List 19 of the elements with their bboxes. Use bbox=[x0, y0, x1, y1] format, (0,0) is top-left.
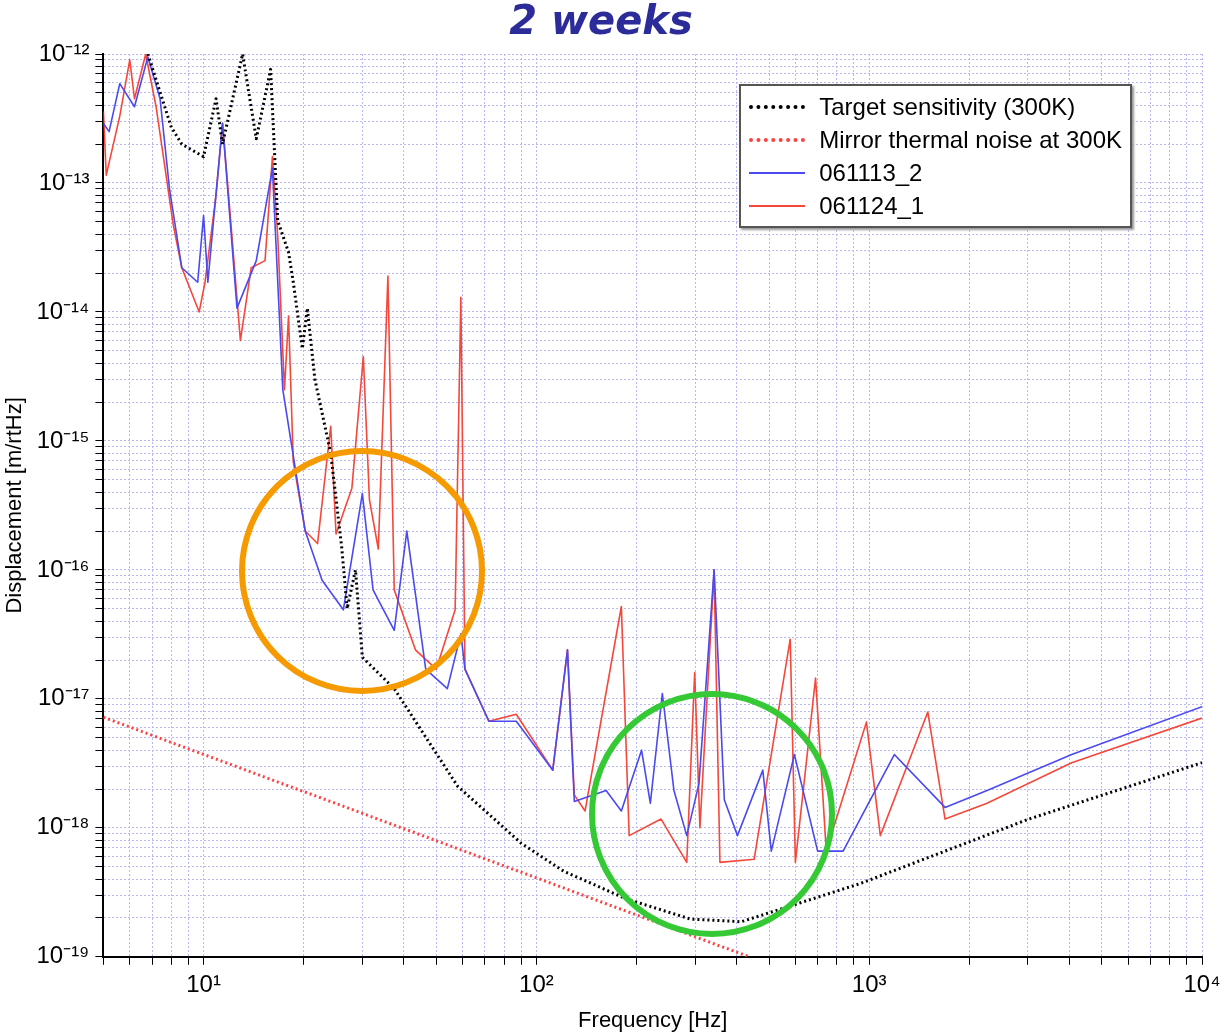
y-tick-label: 10⁻¹⁷ bbox=[38, 683, 90, 711]
x-tick-label: 10⁴ bbox=[1183, 969, 1221, 997]
y-tick-label: 10⁻¹⁹ bbox=[36, 941, 90, 969]
x-tick-label: 10² bbox=[519, 969, 554, 997]
y-tick-label: 10⁻¹⁵ bbox=[36, 425, 90, 453]
y-tick-label: 10⁻¹⁸ bbox=[36, 812, 90, 840]
legend-label: Mirror thermal noise at 300K bbox=[819, 125, 1122, 155]
legend-label: 061124_1 bbox=[819, 191, 925, 221]
x-tick-label: 10¹ bbox=[186, 969, 221, 997]
x-axis-title: Frequency [Hz] bbox=[578, 1006, 728, 1032]
legend-label: 061113_2 bbox=[819, 158, 923, 188]
y-tick-label: 10⁻¹⁶ bbox=[36, 554, 90, 582]
x-tick-label: 10³ bbox=[851, 969, 887, 997]
y-tick-label: 10⁻¹² bbox=[38, 38, 90, 66]
legend-label: Target sensitivity (300K) bbox=[819, 92, 1076, 122]
y-axis-title: Displacement [m/rtHz] bbox=[1, 397, 27, 614]
y-tick-label: 10⁻¹⁴ bbox=[36, 296, 90, 324]
y-tick-label: 10⁻¹³ bbox=[38, 167, 90, 195]
chart-title: 2 weeks bbox=[509, 0, 693, 44]
